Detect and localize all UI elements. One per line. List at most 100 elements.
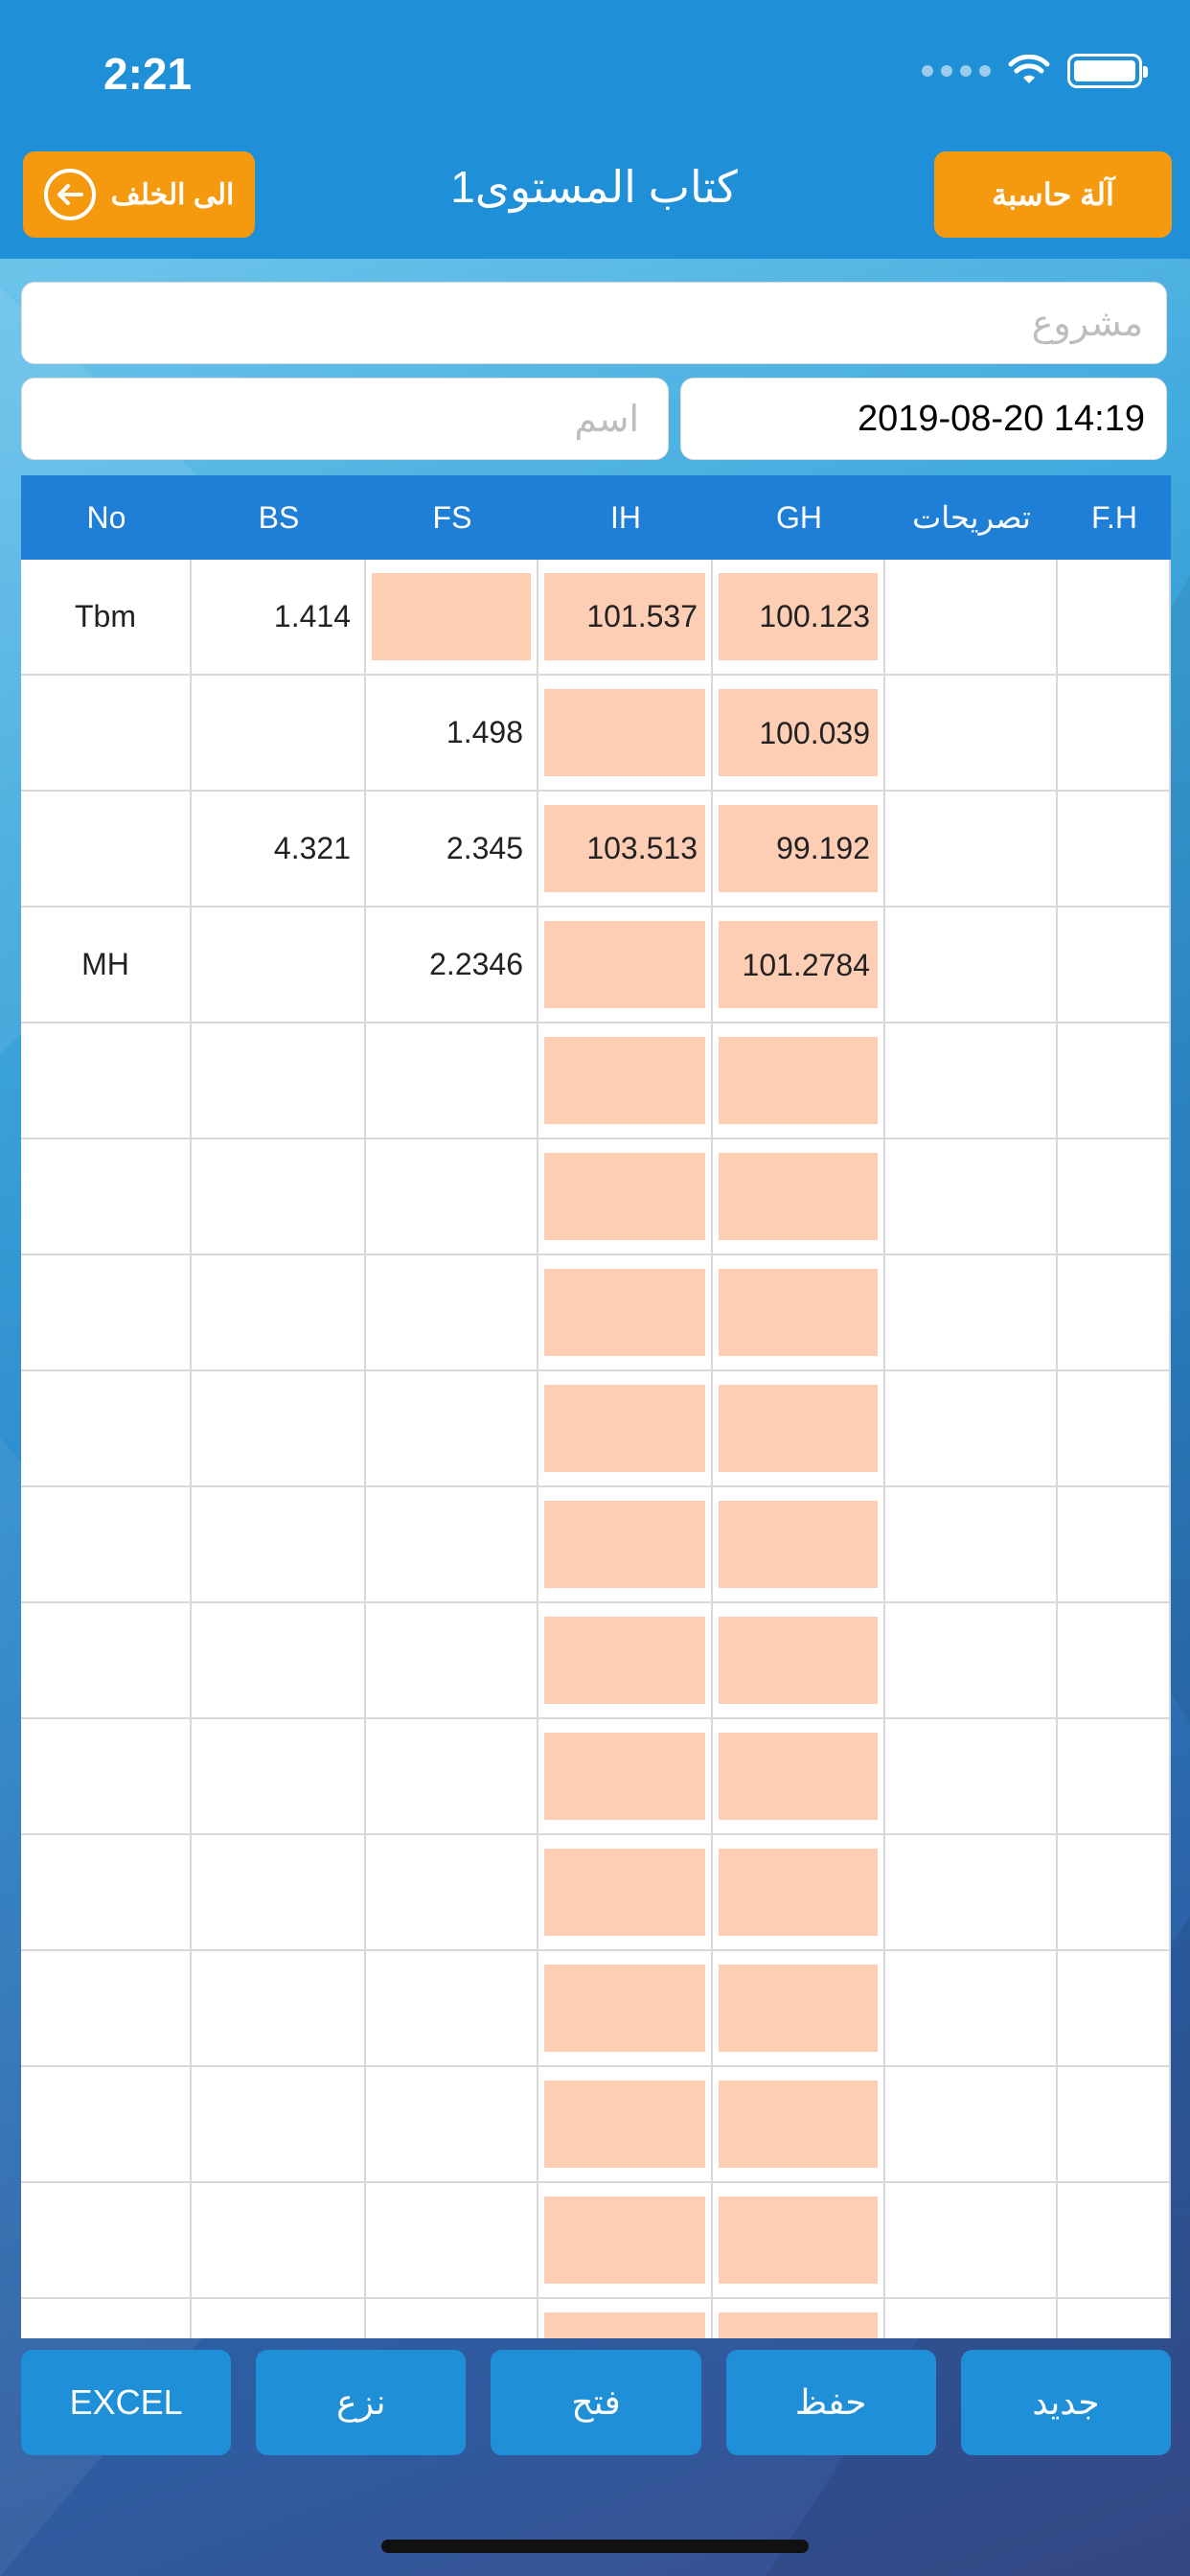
calculator-button[interactable]: آلة حاسبة (934, 151, 1172, 238)
cell-remarks[interactable] (885, 1719, 1058, 1833)
cell-fh[interactable] (1058, 1371, 1171, 1485)
cell-no[interactable] (21, 2067, 192, 2181)
cell-ih[interactable] (538, 1719, 713, 1833)
cell-fh[interactable] (1058, 1719, 1171, 1833)
cell-bs[interactable] (192, 2067, 366, 2181)
save-button[interactable]: حفظ (725, 2350, 936, 2455)
cell-remarks[interactable] (885, 676, 1058, 790)
cell-fh[interactable] (1058, 1951, 1171, 2065)
cell-ih[interactable] (538, 2183, 713, 2297)
cell-remarks[interactable] (885, 908, 1058, 1022)
cell-bs[interactable] (192, 1139, 366, 1254)
cell-no[interactable] (21, 1139, 192, 1254)
cell-fs[interactable]: 2.2346 (366, 908, 538, 1022)
cell-ih[interactable] (538, 1603, 713, 1717)
cell-gh[interactable] (713, 1835, 885, 1949)
cell-bs[interactable]: 4.321 (192, 792, 366, 906)
cell-ih[interactable] (538, 1487, 713, 1601)
cell-fs[interactable] (366, 1024, 538, 1138)
cell-fh[interactable] (1058, 1603, 1171, 1717)
cell-fh[interactable] (1058, 1255, 1171, 1369)
cell-bs[interactable] (192, 1719, 366, 1833)
cell-fh[interactable] (1058, 1835, 1171, 1949)
cell-bs[interactable] (192, 1603, 366, 1717)
cell-fh[interactable] (1058, 2299, 1171, 2338)
cell-bs[interactable] (192, 1487, 366, 1601)
cell-gh[interactable]: 101.2784 (713, 908, 885, 1022)
cell-fs[interactable] (366, 1255, 538, 1369)
project-input[interactable]: مشروع (21, 282, 1167, 364)
cell-no[interactable] (21, 1835, 192, 1949)
cell-fs[interactable]: 1.498 (366, 676, 538, 790)
cell-gh[interactable] (713, 1255, 885, 1369)
cell-no[interactable] (21, 676, 192, 790)
cell-no[interactable] (21, 1603, 192, 1717)
cell-remarks[interactable] (885, 2067, 1058, 2181)
cell-bs[interactable] (192, 1371, 366, 1485)
cell-no[interactable] (21, 2299, 192, 2338)
cell-fh[interactable] (1058, 2067, 1171, 2181)
cell-remarks[interactable] (885, 1951, 1058, 2065)
cell-remarks[interactable] (885, 1255, 1058, 1369)
cell-fs[interactable] (366, 2299, 538, 2338)
open-button[interactable]: فتح (491, 2350, 701, 2455)
cell-no[interactable] (21, 1719, 192, 1833)
cell-no[interactable] (21, 1255, 192, 1369)
cell-ih[interactable] (538, 2067, 713, 2181)
cell-remarks[interactable] (885, 1487, 1058, 1601)
cell-fs[interactable] (366, 2183, 538, 2297)
cell-remarks[interactable] (885, 1024, 1058, 1138)
cell-ih[interactable] (538, 1835, 713, 1949)
cell-fh[interactable] (1058, 2183, 1171, 2297)
cell-remarks[interactable] (885, 1603, 1058, 1717)
cell-remarks[interactable] (885, 2183, 1058, 2297)
cell-ih[interactable] (538, 1139, 713, 1254)
cell-gh[interactable]: 99.192 (713, 792, 885, 906)
excel-button[interactable]: EXCEL (21, 2350, 232, 2455)
back-button[interactable]: الى الخلف (23, 151, 255, 238)
cell-bs[interactable] (192, 676, 366, 790)
cell-gh[interactable] (713, 1139, 885, 1254)
cell-fs[interactable] (366, 1371, 538, 1485)
cell-fs[interactable] (366, 1487, 538, 1601)
cell-bs[interactable] (192, 1024, 366, 1138)
cell-no[interactable] (21, 1487, 192, 1601)
cell-no[interactable]: Tbm (21, 560, 192, 674)
cell-gh[interactable] (713, 2067, 885, 2181)
cell-remarks[interactable] (885, 1139, 1058, 1254)
cell-ih[interactable] (538, 1255, 713, 1369)
cell-fh[interactable] (1058, 676, 1171, 790)
cell-fs[interactable] (366, 2067, 538, 2181)
cell-ih[interactable] (538, 1951, 713, 2065)
cell-bs[interactable] (192, 2299, 366, 2338)
cell-fh[interactable] (1058, 908, 1171, 1022)
cell-no[interactable] (21, 1024, 192, 1138)
cell-fs[interactable] (366, 1719, 538, 1833)
cell-remarks[interactable] (885, 560, 1058, 674)
cell-fh[interactable] (1058, 560, 1171, 674)
cell-fs[interactable] (366, 560, 538, 674)
cell-bs[interactable] (192, 1835, 366, 1949)
cell-no[interactable] (21, 1951, 192, 2065)
cell-fh[interactable] (1058, 792, 1171, 906)
cell-remarks[interactable] (885, 792, 1058, 906)
remove-button[interactable]: نزع (256, 2350, 467, 2455)
cell-remarks[interactable] (885, 1371, 1058, 1485)
cell-remarks[interactable] (885, 2299, 1058, 2338)
cell-gh[interactable] (713, 1371, 885, 1485)
cell-bs[interactable] (192, 2183, 366, 2297)
cell-no[interactable] (21, 792, 192, 906)
cell-gh[interactable] (713, 1487, 885, 1601)
cell-ih[interactable]: 103.513 (538, 792, 713, 906)
cell-fh[interactable] (1058, 1487, 1171, 1601)
cell-no[interactable]: MH (21, 908, 192, 1022)
cell-ih[interactable] (538, 908, 713, 1022)
name-input[interactable]: اسم (21, 378, 669, 460)
cell-fs[interactable] (366, 1835, 538, 1949)
cell-fh[interactable] (1058, 1024, 1171, 1138)
cell-gh[interactable] (713, 1603, 885, 1717)
cell-gh[interactable] (713, 2183, 885, 2297)
cell-ih[interactable]: 101.537 (538, 560, 713, 674)
cell-fs[interactable] (366, 1951, 538, 2065)
cell-remarks[interactable] (885, 1835, 1058, 1949)
